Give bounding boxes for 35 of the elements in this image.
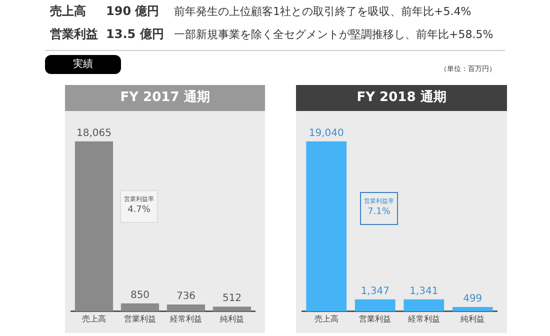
text: 実績 xyxy=(45,55,121,74)
x-tick-label: 経常利益 xyxy=(169,314,202,324)
data-label: 736 xyxy=(176,291,196,302)
bar xyxy=(452,306,493,312)
data-label: 19,040 xyxy=(308,128,344,139)
chart-title: FY 2018 通期 xyxy=(296,85,507,111)
text: 一部新規事業を除く全セグメントが堅調推移し、前年比+58.5% xyxy=(174,27,494,42)
data-label: 499 xyxy=(463,294,482,305)
text: 営業利益 xyxy=(50,26,99,43)
bar xyxy=(120,303,160,312)
data-label: 1,341 xyxy=(410,286,438,298)
bar xyxy=(74,141,114,312)
data-label: 850 xyxy=(130,290,150,301)
text: 13.5 億円 xyxy=(106,26,165,43)
data-label: 18,065 xyxy=(76,128,112,139)
x-tick-label: 経常利益 xyxy=(406,314,440,324)
x-tick-label: 純利益 xyxy=(460,314,485,324)
text: 190 億円 xyxy=(106,3,160,20)
x-tick-label: 営業利益 xyxy=(124,314,156,324)
bar xyxy=(354,299,396,312)
x-tick-label: 営業利益 xyxy=(359,314,392,324)
bar xyxy=(212,306,252,312)
x-tick-label: 純利益 xyxy=(220,314,244,324)
x-tick-label: 売上高 xyxy=(314,314,338,324)
annotation: 7.1% xyxy=(366,206,392,219)
data-label: 512 xyxy=(222,293,242,304)
bar xyxy=(166,304,206,312)
chart-title: FY 2017 通期 xyxy=(65,85,265,111)
x-tick-label: 売上高 xyxy=(82,314,106,324)
data-label: 1,347 xyxy=(360,286,390,297)
bar xyxy=(306,141,347,312)
text: 売上高 xyxy=(50,3,87,20)
annotation: 4.7% xyxy=(126,204,152,217)
text: 前年発生の上位顧客1社との取引終了を吸収、前年比+5.4% xyxy=(174,4,472,19)
bar xyxy=(404,299,444,312)
